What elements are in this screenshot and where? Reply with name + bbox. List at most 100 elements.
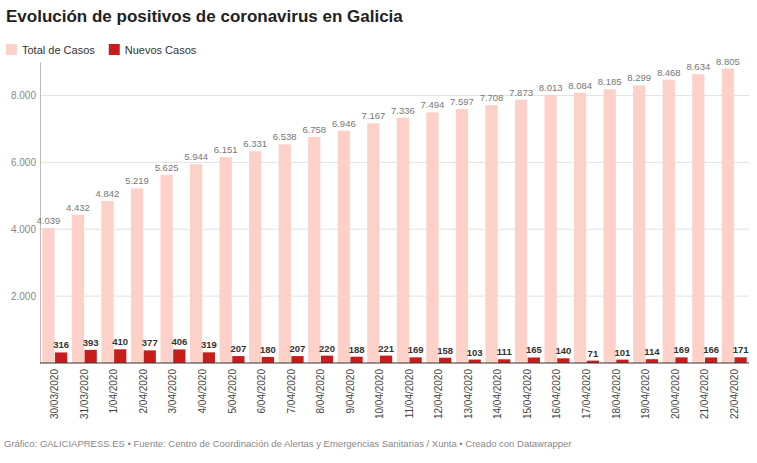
data-label: 165 xyxy=(526,344,543,355)
data-label: 221 xyxy=(378,343,395,354)
data-label: 4.432 xyxy=(66,202,90,213)
data-label: 158 xyxy=(437,345,453,356)
bar xyxy=(663,80,675,363)
data-label: 6.946 xyxy=(332,118,356,129)
x-tick-label: 16/04/2020 xyxy=(551,369,562,419)
bar xyxy=(604,89,616,363)
bar xyxy=(367,123,379,363)
x-tick: 15/04/2020 xyxy=(522,363,533,419)
x-tick-label: 14/04/2020 xyxy=(492,369,503,419)
x-tick: 6/04/2020 xyxy=(256,363,267,414)
baseline xyxy=(40,363,749,364)
x-tick-label: 10/04/2020 xyxy=(374,369,385,419)
data-label: 140 xyxy=(555,345,571,356)
x-tick: 9/04/2020 xyxy=(345,363,356,414)
bar xyxy=(380,356,392,363)
x-tick-label: 1/04/2020 xyxy=(108,369,119,414)
x-tick-label: 19/04/2020 xyxy=(640,369,651,419)
legend-swatch xyxy=(6,44,17,55)
data-label: 8.299 xyxy=(627,72,651,83)
x-tick: 16/04/2020 xyxy=(551,363,562,419)
data-label: 169 xyxy=(674,344,690,355)
x-tick-label: 31/03/2020 xyxy=(79,369,90,419)
x-tick-label: 21/04/2020 xyxy=(699,369,710,419)
bar xyxy=(203,352,215,363)
bar xyxy=(485,105,497,363)
plot: 2.0004.0006.0008.0004.0394.4324.8425.219… xyxy=(11,56,750,420)
bar xyxy=(544,95,556,363)
x-tick: 8/04/2020 xyxy=(315,363,326,414)
bar xyxy=(397,118,409,363)
x-tick-label: 20/04/2020 xyxy=(670,369,681,419)
bar xyxy=(291,356,303,363)
x-tick: 7/04/2020 xyxy=(286,363,297,414)
x-tick-label: 30/03/2020 xyxy=(49,369,60,419)
y-tick: 2.000 xyxy=(11,291,40,302)
x-tick: 21/04/2020 xyxy=(699,363,710,419)
bar xyxy=(55,352,67,363)
y-tick: 6.000 xyxy=(11,157,40,168)
x-tick-label: 15/04/2020 xyxy=(522,369,533,419)
bar xyxy=(616,360,628,363)
caption: Gráfico: GALICIAPRESS.ES • Fuente: Centr… xyxy=(4,438,571,449)
x-tick: 12/04/2020 xyxy=(433,363,444,419)
legend-label: Nuevos Casos xyxy=(125,44,197,56)
data-label: 188 xyxy=(349,344,365,355)
bar xyxy=(85,350,97,363)
bar xyxy=(262,357,274,363)
x-tick: 11/04/2020 xyxy=(404,363,415,418)
data-label: 111 xyxy=(497,346,513,357)
title: Evolución de positivos de coronavirus en… xyxy=(6,7,403,26)
bar xyxy=(279,144,291,363)
bar xyxy=(722,69,734,363)
data-label: 6.538 xyxy=(273,131,297,142)
x-tick: 13/04/2020 xyxy=(463,363,474,419)
data-labels: 4.0394.4324.8425.2195.6255.9446.1516.331… xyxy=(37,56,750,359)
bar xyxy=(308,137,320,363)
data-label: 169 xyxy=(408,344,424,355)
bar xyxy=(528,357,540,363)
x-tick: 31/03/2020 xyxy=(79,363,90,419)
data-label: 410 xyxy=(112,336,128,347)
data-label: 220 xyxy=(319,343,335,354)
data-label: 101 xyxy=(615,347,632,358)
data-label: 166 xyxy=(703,344,719,355)
bar xyxy=(249,151,261,363)
bar xyxy=(456,109,468,363)
data-label: 8.805 xyxy=(716,56,740,67)
bar xyxy=(646,359,658,363)
y-tick-label: 8.000 xyxy=(11,90,36,101)
data-label: 8.084 xyxy=(568,80,592,91)
data-label: 7.336 xyxy=(391,105,415,116)
x-tick-label: 5/04/2020 xyxy=(227,369,238,414)
bars xyxy=(42,69,746,363)
data-label: 180 xyxy=(260,344,276,355)
data-label: 393 xyxy=(83,337,99,348)
data-label: 6.151 xyxy=(214,144,238,155)
data-label: 7.873 xyxy=(509,87,533,98)
data-label: 5.625 xyxy=(155,162,179,173)
x-tick-label: 6/04/2020 xyxy=(256,369,267,414)
x-tick: 10/04/2020 xyxy=(374,363,385,419)
x-tick-label: 7/04/2020 xyxy=(286,369,297,414)
x-tick: 14/04/2020 xyxy=(492,363,503,419)
data-label: 5.219 xyxy=(125,175,149,186)
data-label: 7.494 xyxy=(421,99,445,110)
x-tick-label: 3/04/2020 xyxy=(167,369,178,414)
x-tick-label: 8/04/2020 xyxy=(315,369,326,414)
data-label: 103 xyxy=(467,347,483,358)
bar xyxy=(350,357,362,363)
x-tick: 1/04/2020 xyxy=(108,363,119,414)
y-tick: 8.000 xyxy=(11,90,40,101)
x-tick: 2/04/2020 xyxy=(138,363,149,414)
x-tick: 20/04/2020 xyxy=(670,363,681,419)
x-tick-label: 12/04/2020 xyxy=(433,369,444,419)
data-label: 71 xyxy=(588,348,599,359)
x-axis: 30/03/2020 31/03/2020 1/04/2020 2/04/2020 3/… xyxy=(41,363,750,419)
x-tick-label: 4/04/2020 xyxy=(197,369,208,414)
bar xyxy=(692,74,704,363)
bar xyxy=(515,100,527,363)
data-label: 8.185 xyxy=(598,76,622,87)
y-axis: 2.0004.0006.0008.000 xyxy=(11,63,41,364)
bar xyxy=(114,349,126,363)
